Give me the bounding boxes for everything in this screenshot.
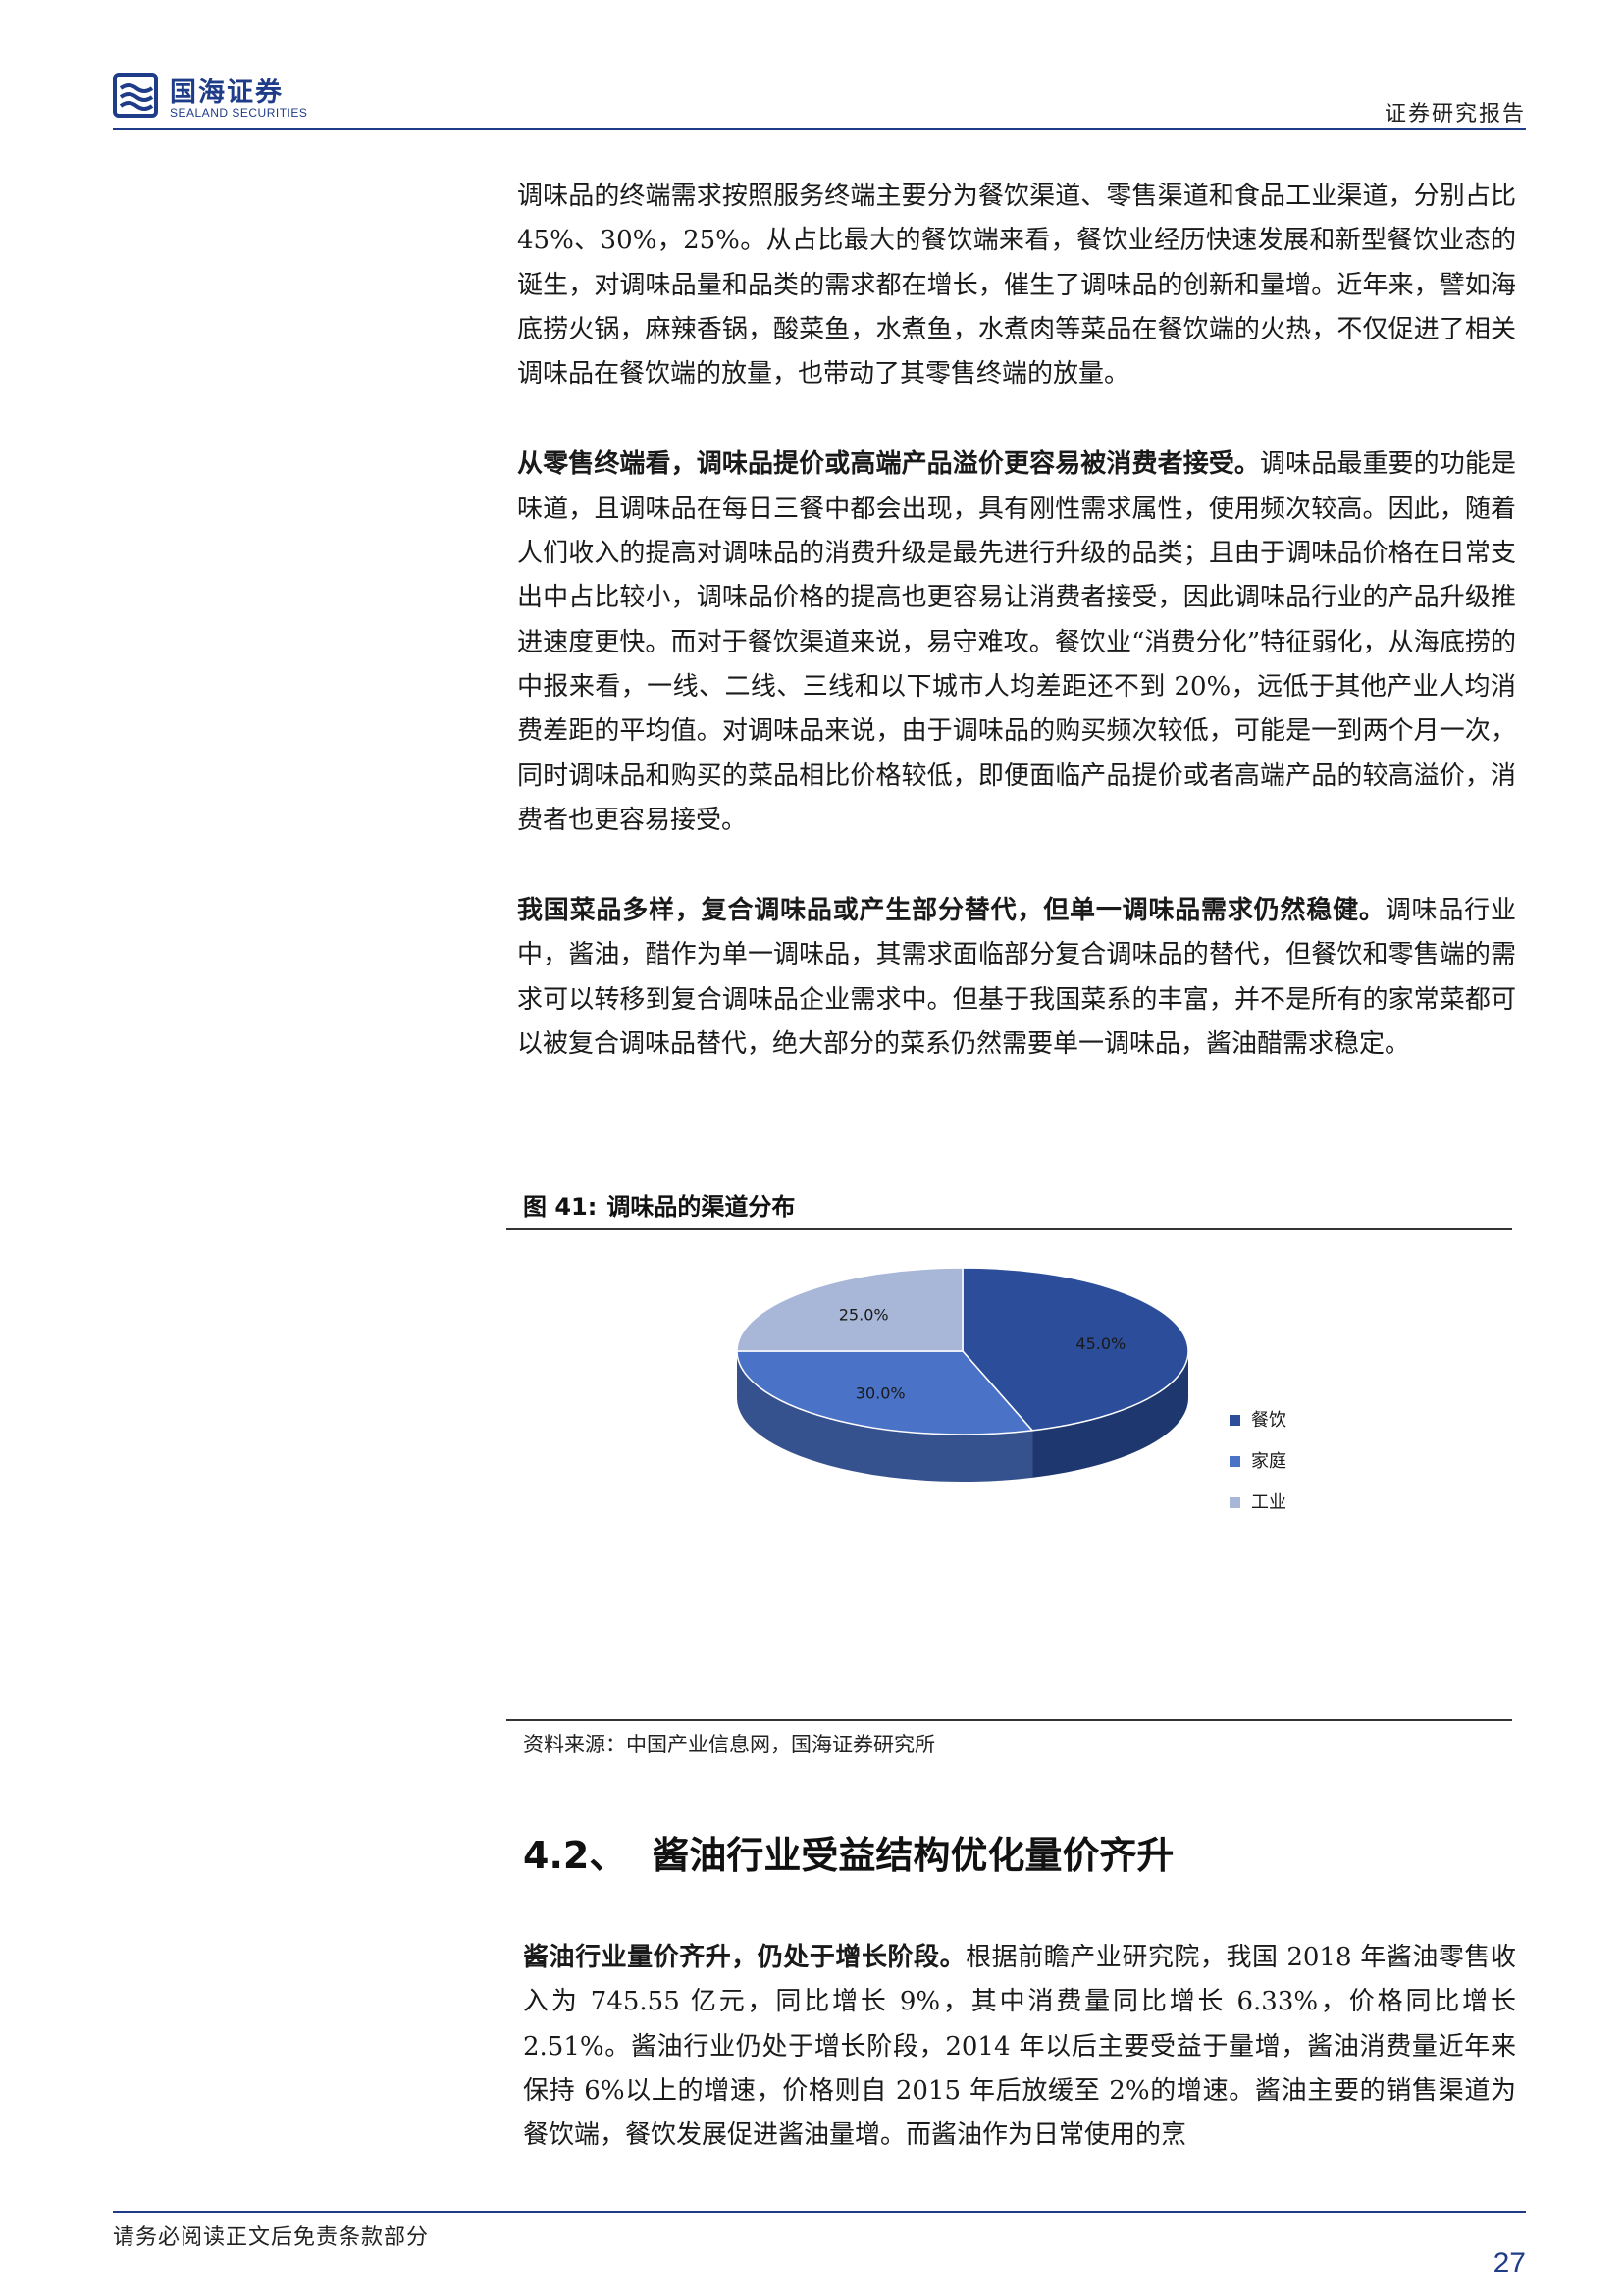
logo-english-name: SEALAND SECURITIES: [170, 106, 308, 120]
pie-data-label: 45.0%: [1075, 1334, 1126, 1353]
logo-chinese-name: 国海证券: [170, 78, 284, 108]
report-type-label: 证券研究报告: [1384, 102, 1526, 127]
paragraph-lead: 酱油行业量价齐升，仍处于增长阶段。: [523, 1943, 967, 1972]
pie-slice-家庭: [736, 1350, 1034, 1435]
page-header: 国海证券 SEALAND SECURITIES 证券研究报告: [113, 61, 1526, 131]
paragraph-text: 调味品行业中，酱油，醋作为单一调味品，其需求面临部分复合调味品的替代，但餐饮和零…: [517, 896, 1516, 1060]
figure-bottom-rule: [506, 1719, 1512, 1721]
pie-slice-工业: [736, 1267, 964, 1352]
company-logo: 国海证券 SEALAND SECURITIES: [113, 69, 329, 124]
paragraph-text: 调味品最重要的功能是味道，且调味品在每日三餐中都会出现，具有刚性需求属性，使用频…: [517, 449, 1516, 835]
paragraph-substitution: 我国菜品多样，复合调味品或产生部分替代，但单一调味品需求仍然稳健。调味品行业中，…: [517, 889, 1516, 1067]
paragraph-channels: 调味品的终端需求按照服务终端主要分为餐饮渠道、零售渠道和食品工业渠道，分别占比 …: [517, 175, 1516, 396]
paragraph-soy-sauce: 酱油行业量价齐升，仍处于增长阶段。根据前瞻产业研究院，我国 2018 年酱油零售…: [523, 1936, 1516, 2158]
legend-swatch: [1230, 1497, 1240, 1508]
figure-top-rule: [506, 1228, 1512, 1230]
pie-data-label: 25.0%: [839, 1306, 889, 1325]
paragraph-text: 调味品的终端需求按照服务终端主要分为餐饮渠道、零售渠道和食品工业渠道，分别占比 …: [517, 182, 1516, 390]
legend-label: 餐饮: [1251, 1410, 1286, 1431]
sealand-logo-icon: [113, 73, 158, 118]
legend-swatch: [1230, 1415, 1240, 1426]
paragraph-retail: 从零售终端看，调味品提价或高端产品溢价更容易被消费者接受。调味品最重要的功能是味…: [517, 443, 1516, 843]
figure-source: 资料来源：中国产业信息网，国海证券研究所: [523, 1733, 935, 1756]
footer-divider: [113, 2211, 1526, 2213]
section-title: 酱油行业受益结构优化量价齐升: [652, 1834, 1175, 1877]
pie-slice-餐饮: [962, 1267, 1189, 1432]
legend-label: 家庭: [1251, 1451, 1286, 1472]
figure-caption: 调味品的渠道分布: [606, 1193, 796, 1221]
section-body: 酱油行业量价齐升，仍处于增长阶段。根据前瞻产业研究院，我国 2018 年酱油零售…: [523, 1936, 1516, 2158]
body-text: 调味品的终端需求按照服务终端主要分为餐饮渠道、零售渠道和食品工业渠道，分别占比 …: [517, 175, 1516, 1067]
legend-label: 工业: [1251, 1492, 1286, 1513]
paragraph-lead: 我国菜品多样，复合调味品或产生部分替代，但单一调味品需求仍然稳健。: [517, 896, 1386, 926]
section-heading: 4.2、 酱油行业受益结构优化量价齐升: [523, 1825, 1174, 1879]
pie-side-家庭: [737, 1351, 1033, 1482]
page-number: 27: [1493, 2247, 1526, 2279]
header-divider: [113, 128, 1526, 130]
figure-title: 图 41: 调味品的渠道分布: [523, 1187, 795, 1222]
legend-swatch: [1230, 1456, 1240, 1467]
section-number: 4.2、: [523, 1834, 627, 1877]
paragraph-lead: 从零售终端看，调味品提价或高端产品溢价更容易被消费者接受。: [517, 449, 1261, 480]
paragraph-text: 根据前瞻产业研究院，我国 2018 年酱油零售收入为 745.55 亿元，同比增…: [523, 1943, 1516, 2151]
figure-label: 图 41:: [523, 1193, 598, 1221]
pie-data-label: 30.0%: [856, 1384, 906, 1403]
footer-disclaimer: 请务必阅读正文后免责条款部分: [113, 2225, 430, 2250]
